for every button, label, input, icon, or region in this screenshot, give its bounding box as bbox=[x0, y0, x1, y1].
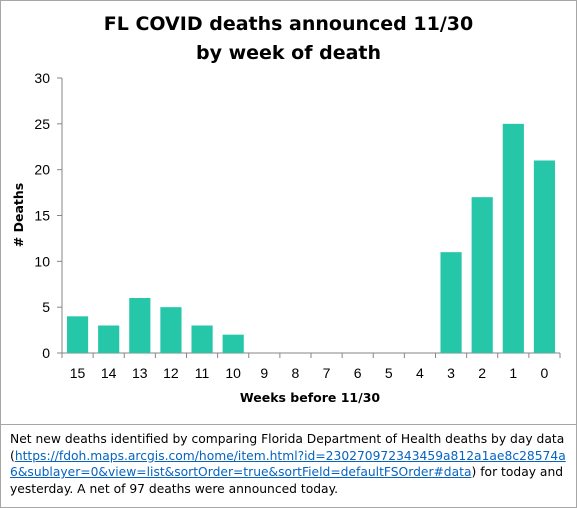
footnote-text-before: Net new deaths identified by comparing F… bbox=[10, 432, 565, 463]
x-tick-label: 13 bbox=[132, 365, 148, 381]
y-tick-label: 10 bbox=[34, 253, 50, 269]
y-tick-label: 5 bbox=[42, 299, 50, 315]
x-tick-label: 0 bbox=[541, 365, 549, 381]
x-tick-label: 6 bbox=[354, 365, 362, 381]
x-tick-label: 7 bbox=[323, 365, 331, 381]
x-axis: 15 14 13 12 11 10 9 8 7 6 5 4 3 2 1 0 bbox=[61, 352, 561, 381]
x-tick-label: 10 bbox=[225, 365, 241, 381]
chart-title: FL COVID deaths announced 11/30 by week … bbox=[0, 10, 577, 68]
bar-series bbox=[66, 123, 556, 353]
chart-title-line-1: FL COVID deaths announced 11/30 bbox=[103, 13, 474, 35]
y-tick-label: 25 bbox=[34, 116, 50, 132]
y-tick-label: 30 bbox=[34, 70, 50, 86]
bar-week-13 bbox=[129, 298, 151, 353]
x-tick-label: 14 bbox=[101, 365, 117, 381]
bar-week-1 bbox=[502, 123, 524, 353]
chart-title-line-2: by week of death bbox=[195, 42, 382, 64]
x-tick-label: 8 bbox=[292, 365, 300, 381]
bar-week-12 bbox=[160, 307, 182, 353]
x-tick-label: 15 bbox=[70, 365, 86, 381]
x-axis-title: Weeks before 11/30 bbox=[240, 390, 381, 405]
footnote-text-after: ) for today and yesterday. A net of 97 d… bbox=[10, 465, 564, 496]
source-link[interactable]: https://fdoh.maps.arcgis.com/home/item.h… bbox=[10, 448, 566, 480]
x-tick-label: 12 bbox=[163, 365, 179, 381]
footnote: Net new deaths identified by comparing F… bbox=[0, 424, 577, 501]
bar-week-11 bbox=[191, 325, 213, 353]
x-tick-label: 2 bbox=[478, 365, 486, 381]
bar-week-10 bbox=[222, 334, 244, 353]
y-axis: 0 5 10 15 20 25 30 bbox=[34, 70, 63, 361]
x-tick-label: 5 bbox=[385, 365, 393, 381]
bar-week-14 bbox=[98, 325, 120, 353]
y-axis-title: # Deaths bbox=[11, 183, 26, 247]
bar-week-0 bbox=[533, 160, 556, 353]
x-tick-label: 4 bbox=[416, 365, 424, 381]
y-tick-label: 15 bbox=[34, 208, 50, 224]
y-tick-label: 20 bbox=[34, 162, 50, 178]
bar-week-2 bbox=[471, 197, 493, 353]
y-tick-label: 0 bbox=[42, 345, 50, 361]
x-tick-label: 1 bbox=[509, 365, 517, 381]
bar-week-3 bbox=[440, 252, 462, 353]
bar-week-15 bbox=[66, 316, 89, 353]
x-tick-label: 3 bbox=[447, 365, 455, 381]
x-tick-label: 11 bbox=[195, 365, 210, 381]
x-tick-label: 9 bbox=[260, 365, 268, 381]
